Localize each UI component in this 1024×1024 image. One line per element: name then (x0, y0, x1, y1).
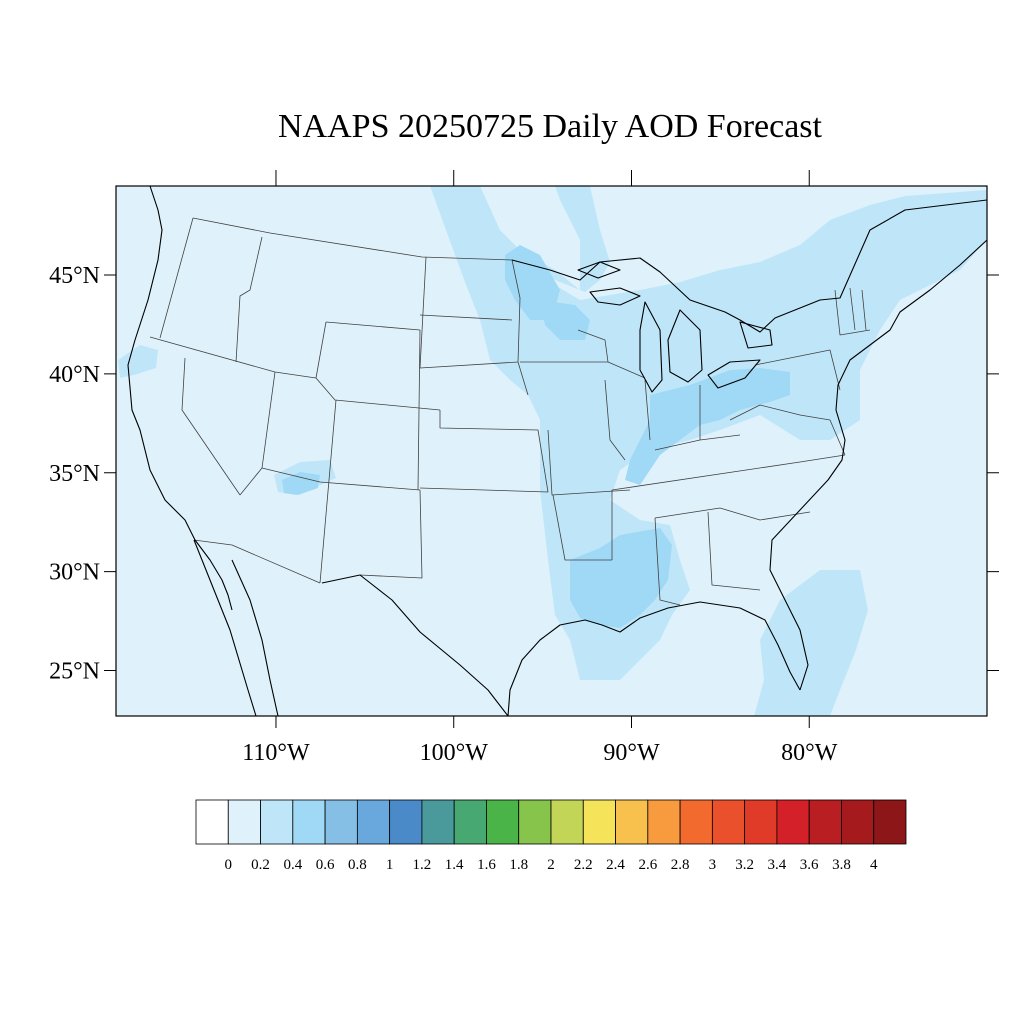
colorbar-label: 3.6 (800, 857, 819, 873)
colorbar-label: 3.8 (832, 857, 851, 873)
colorbar-swatch (356, 799, 391, 845)
colorbar-label: 3.2 (735, 857, 754, 873)
coastline (127, 186, 987, 716)
colorbar-label: 1 (386, 857, 394, 873)
aod-region-north-plume (440, 186, 610, 292)
colorbar-swatch (260, 799, 294, 845)
lat-tick-label: 35°N (49, 461, 100, 487)
lon-tick-label: 110°W (242, 740, 310, 766)
colorbar-label: 0 (225, 857, 233, 873)
colorbar-label: 2.4 (606, 857, 625, 873)
map-frame (115, 185, 988, 717)
colorbar-label: 2 (547, 857, 555, 873)
colorbar-swatch (679, 799, 713, 845)
colorbar-label: 0.4 (283, 857, 302, 873)
colorbar-swatch (518, 799, 552, 845)
lat-tick-label: 40°N (49, 362, 100, 388)
lat-tick-label: 45°N (49, 263, 100, 289)
colorbar-swatch (453, 799, 487, 845)
aod-region-gulf-coast (570, 528, 672, 628)
colorbar-swatch (615, 799, 649, 845)
colorbar-swatch (647, 799, 681, 845)
aod-region-southwest (282, 472, 320, 495)
lon-tick-label: 100°W (420, 740, 489, 766)
colorbar-label: 2.8 (671, 857, 690, 873)
colorbar-label: 1.6 (477, 857, 496, 873)
colorbar-label: 2.2 (574, 857, 593, 873)
colorbar-label: 0.6 (316, 857, 335, 873)
colorbar-label: 1.4 (445, 857, 464, 873)
aod-region-wisconsin (540, 300, 590, 340)
lat-tick-label: 25°N (49, 659, 100, 685)
colorbar-swatch (421, 799, 455, 845)
axis-ticks: 45°N 40°N 35°N 30°N 25°N 110°W 100°W 90°W 80°W (49, 170, 999, 766)
state-boundaries (149, 217, 871, 606)
colorbar-swatch (227, 799, 261, 845)
aod-0.4-0.6-regions (282, 245, 790, 628)
lat-tick-label: 30°N (49, 560, 100, 586)
lon-tick-label: 90°W (603, 740, 660, 766)
colorbar-swatch (776, 799, 810, 845)
colorbar-swatch (808, 799, 842, 845)
colorbar-swatch (292, 799, 326, 845)
colorbar-swatch (324, 799, 358, 845)
colorbar-swatch (582, 799, 616, 845)
colorbar: 0 0.2 0.4 0.6 0.8 1 1.2 1.4 1.6 1.8 2 2.2 2.4 2.6 2.8 3… (195, 799, 907, 873)
map-title: NAAPS 20250725 Daily AOD Forecast (278, 108, 822, 145)
colorbar-label: 1.2 (413, 857, 432, 873)
colorbar-swatch (389, 799, 423, 845)
aod-region-florida-atlantic (754, 570, 868, 716)
colorbar-swatch (711, 799, 746, 845)
colorbar-swatch (744, 799, 778, 845)
colorbar-label: 0.2 (251, 857, 270, 873)
lon-tick-label: 80°W (781, 740, 838, 766)
colorbar-label: 0.8 (348, 857, 367, 873)
colorbar-label: 1.8 (509, 857, 528, 873)
colorbar-swatch (550, 799, 584, 845)
colorbar-swatch (195, 799, 229, 845)
colorbar-label: 3.4 (768, 857, 787, 873)
colorbar-swatch (486, 799, 520, 845)
colorbar-label: 2.6 (638, 857, 657, 873)
aod-region-ohio-valley (625, 368, 790, 485)
colorbar-label: 4 (870, 857, 878, 873)
colorbar-swatch (841, 799, 875, 845)
colorbar-swatch (873, 799, 907, 845)
colorbar-label: 3 (709, 857, 717, 873)
